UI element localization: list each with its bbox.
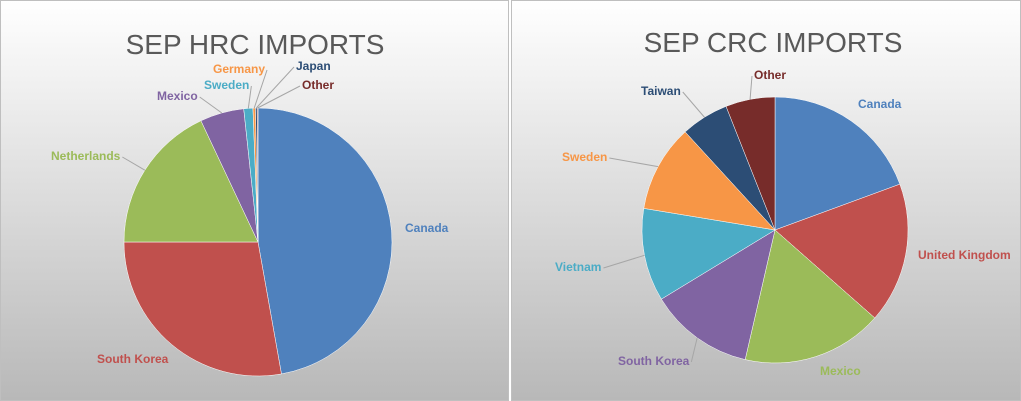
slice-label: Other: [302, 78, 334, 92]
slice-label: Netherlands: [51, 149, 121, 163]
slice-label: Vietnam: [555, 260, 601, 274]
slice-label: Japan: [296, 59, 331, 73]
leader-line: [255, 66, 295, 109]
slice-label: Mexico: [820, 364, 861, 378]
pie-slice: [774, 96, 901, 231]
slice-label: Other: [754, 68, 786, 82]
slice-label: Sweden: [204, 78, 249, 92]
leader-line: [257, 85, 301, 109]
pie-slice: [744, 229, 876, 364]
slice-label: United Kingdom: [918, 248, 1011, 262]
leader-line: [122, 156, 146, 171]
pie-slice: [774, 183, 909, 319]
pie-slice: [123, 241, 282, 377]
slice-label: South Korea: [97, 352, 169, 366]
pie-slice: [643, 131, 776, 231]
pie-slice: [123, 120, 259, 243]
pie-slice: [725, 96, 776, 231]
leader-line: [682, 91, 705, 118]
leader-line: [247, 85, 252, 109]
slice-label: Canada: [405, 221, 449, 235]
slice-label: Sweden: [562, 150, 607, 164]
pie-slice: [257, 107, 393, 375]
chart-title: SEP CRC IMPORTS: [644, 27, 903, 58]
slice-label: Mexico: [157, 89, 198, 103]
leader-line: [749, 75, 753, 100]
leader-line: [690, 337, 698, 363]
leader-line: [253, 69, 268, 109]
leader-line: [199, 96, 223, 114]
slice-label: South Korea: [618, 354, 690, 368]
slice-label: Germany: [213, 62, 265, 76]
slice-label: Taiwan: [641, 84, 681, 98]
leader-line: [609, 157, 659, 168]
leader-line: [603, 254, 645, 269]
slice-label: Canada: [858, 97, 902, 111]
chart-title: SEP HRC IMPORTS: [126, 29, 385, 60]
